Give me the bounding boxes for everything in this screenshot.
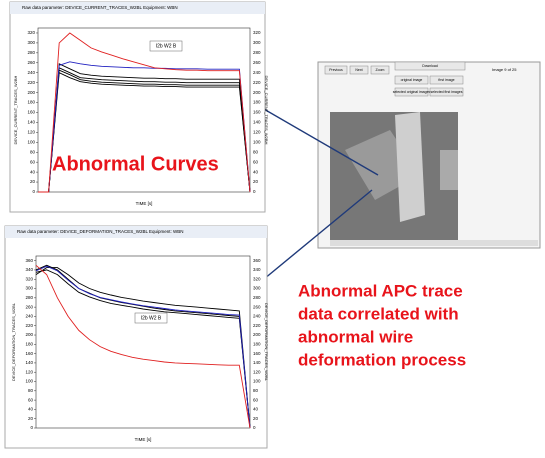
y2-tick-label: 120 [253, 130, 261, 135]
y-tick-label: 40 [30, 169, 36, 174]
y2-tick-label: 320 [253, 276, 261, 281]
y2-tick-label: 220 [253, 323, 261, 328]
y2-tick-label: 60 [253, 159, 259, 164]
y2-tick-label: 140 [253, 120, 261, 125]
button-label: selected original images [393, 90, 431, 94]
conclusion-line: abnormal wire [298, 327, 413, 346]
y-tick-label: 240 [25, 314, 33, 319]
y2-tick-label: 260 [253, 60, 261, 65]
y-tick-label: 260 [27, 60, 35, 65]
y-tick-label: 240 [27, 70, 35, 75]
legend-label: I2b W2 B [141, 315, 162, 321]
x-axis-label: TIME [s] [135, 437, 152, 442]
y-tick-label: 180 [25, 342, 33, 347]
y-tick-label: 60 [28, 397, 34, 402]
y2-tick-label: 240 [253, 70, 261, 75]
y-tick-label: 320 [27, 30, 35, 35]
y-tick-label: 100 [25, 379, 33, 384]
y2-axis-label: DEVICE_CURRENT_TRACES_W2BH [264, 76, 269, 145]
y2-tick-label: 220 [253, 80, 261, 85]
y-tick-label: 320 [25, 276, 33, 281]
y2-tick-label: 80 [253, 388, 259, 393]
y2-tick-label: 100 [253, 379, 261, 384]
y-tick-label: 20 [30, 179, 36, 184]
y-tick-label: 140 [27, 120, 35, 125]
sem-status [330, 240, 538, 246]
y-tick-label: 300 [25, 286, 33, 291]
y-tick-label: 60 [30, 159, 36, 164]
y2-tick-label: 60 [253, 397, 259, 402]
y2-axis-label: DEVICE_DEFORMATION_TRACES_W2BL [264, 303, 269, 382]
y2-tick-label: 160 [253, 351, 261, 356]
button-label: Download [422, 64, 438, 68]
y-tick-label: 160 [25, 351, 33, 356]
y2-tick-label: 180 [253, 342, 261, 347]
y2-tick-label: 280 [253, 295, 261, 300]
conclusion-line: data correlated with [298, 304, 459, 323]
y2-tick-label: 360 [253, 258, 261, 263]
sem-edge [440, 150, 458, 190]
y-tick-label: 360 [25, 258, 33, 263]
y-tick-label: 220 [27, 80, 35, 85]
annotation: Abnormal Curves [52, 153, 219, 175]
y-tick-label: 120 [27, 130, 35, 135]
button-label: original image [401, 78, 423, 82]
button-label: Zoom [376, 68, 385, 72]
y-tick-label: 80 [30, 149, 36, 154]
button-label: first image [438, 78, 454, 82]
y-tick-label: 280 [27, 50, 35, 55]
y-tick-label: 100 [27, 139, 35, 144]
y-tick-label: 160 [27, 110, 35, 115]
y-tick-label: 20 [28, 416, 34, 421]
y-tick-label: 80 [28, 388, 34, 393]
y-axis-label: DEVICE_CURRENT_TRACES_W2BH [13, 75, 18, 144]
window-title: Raw data parameter: DEVICE_CURRENT_TRACE… [22, 5, 178, 10]
y-tick-label: 340 [25, 267, 33, 272]
y2-tick-label: 40 [253, 407, 259, 412]
y-tick-label: 40 [28, 407, 34, 412]
y-tick-label: 200 [25, 332, 33, 337]
y-tick-label: 220 [25, 323, 33, 328]
conclusion-line: deformation process [298, 350, 466, 369]
y-tick-label: 180 [27, 100, 35, 105]
y2-tick-label: 140 [253, 360, 261, 365]
y2-tick-label: 200 [253, 90, 261, 95]
legend-label: I2b W2 B [156, 43, 177, 49]
y-tick-label: 120 [25, 369, 33, 374]
y-tick-label: 260 [25, 304, 33, 309]
plot-area [36, 256, 250, 428]
y2-tick-label: 40 [253, 169, 259, 174]
y2-tick-label: 240 [253, 314, 261, 319]
y-tick-label: 280 [25, 295, 33, 300]
y2-tick-label: 300 [253, 40, 261, 45]
y2-tick-label: 340 [253, 267, 261, 272]
y-tick-label: 200 [27, 90, 35, 95]
y2-tick-label: 260 [253, 304, 261, 309]
y2-tick-label: 120 [253, 369, 261, 374]
y2-tick-label: 200 [253, 332, 261, 337]
x-axis-label: TIME [s] [136, 201, 153, 206]
y-tick-label: 140 [25, 360, 33, 365]
y2-tick-label: 300 [253, 286, 261, 291]
button-label: Previous [329, 68, 343, 72]
y2-tick-label: 100 [253, 139, 261, 144]
y-tick-label: 300 [27, 40, 35, 45]
y2-tick-label: 20 [253, 179, 259, 184]
window-title: Raw data parameter: DEVICE_DEFORMATION_T… [17, 229, 184, 234]
y2-tick-label: 20 [253, 416, 259, 421]
y2-tick-label: 160 [253, 110, 261, 115]
conclusion-line: Abnormal APC trace [298, 281, 463, 300]
y2-tick-label: 280 [253, 50, 261, 55]
y2-tick-label: 80 [253, 149, 259, 154]
button-label: Next [355, 68, 362, 72]
y-axis-label: DEVICE_DEFORMATION_TRACES_W2BL [11, 302, 16, 381]
button-label: selected first images [431, 90, 463, 94]
y2-tick-label: 180 [253, 100, 261, 105]
page: Abnormal APC trace data correlated with ab… [0, 0, 545, 453]
sem-wire [395, 112, 425, 222]
sem-info: Image 9 of 25 [492, 67, 517, 72]
y2-tick-label: 320 [253, 30, 261, 35]
